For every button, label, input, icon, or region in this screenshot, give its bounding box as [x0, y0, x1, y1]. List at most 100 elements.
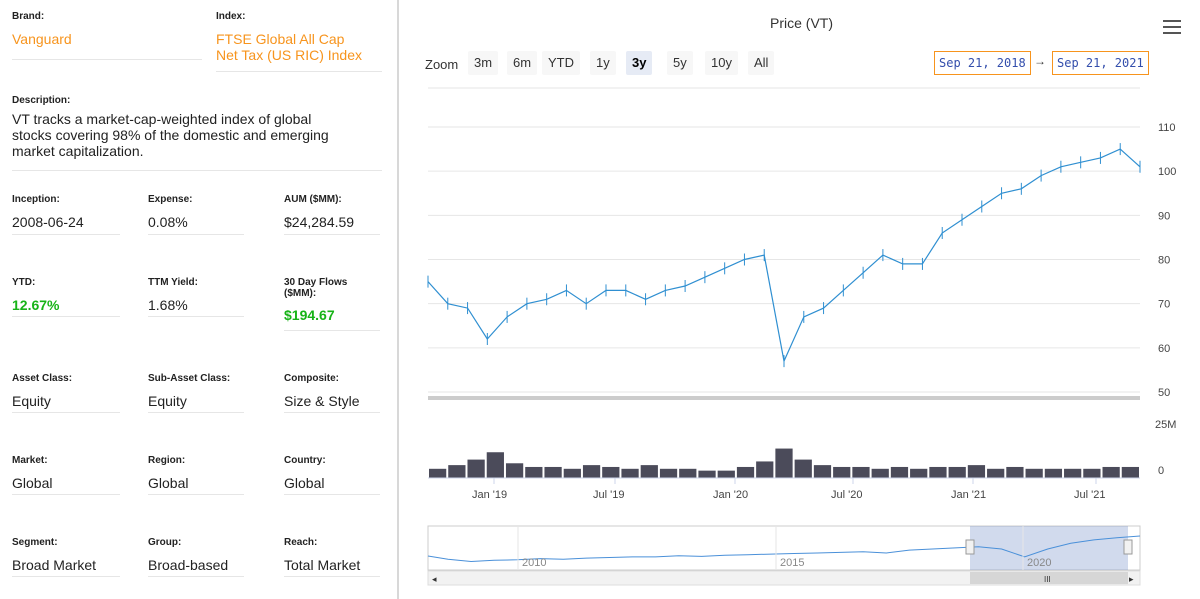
zoom-button-1y[interactable]: 1y	[590, 51, 616, 75]
zoom-button-3m[interactable]: 3m	[468, 51, 499, 75]
y-tick-label: 70	[1158, 299, 1170, 311]
market-field: Market: Global	[12, 455, 52, 491]
volume-bar	[1083, 468, 1101, 478]
scroll-left-icon: ◂	[432, 574, 437, 584]
chart-title: Price (VT)	[770, 15, 833, 31]
volume-bar	[736, 466, 755, 478]
aum-label: AUM ($MM):	[284, 194, 342, 205]
volume-bar	[871, 468, 889, 478]
y-tick-label: 50	[1158, 387, 1170, 399]
x-tick-label: Jan '19	[472, 489, 507, 501]
x-tick-label: Jul '20	[831, 489, 862, 501]
x-tick-label: Jul '19	[593, 489, 624, 501]
from-date-input[interactable]: Sep 21, 2018	[934, 51, 1031, 75]
volume-bar	[429, 468, 447, 478]
description-field: Description: VT tracks a market-cap-weig…	[12, 95, 329, 159]
reach-field: Reach: Total Market	[284, 537, 360, 573]
composite-value: Size & Style	[284, 393, 360, 409]
region-value: Global	[148, 475, 189, 491]
zoom-button-3y[interactable]: 3y	[626, 51, 653, 75]
divider	[148, 412, 244, 413]
navigator-scrollbar-track	[427, 570, 1141, 586]
divider	[12, 494, 120, 495]
ttm-label: TTM Yield:	[148, 277, 198, 288]
volume-bar	[929, 466, 947, 478]
description-line-1: VT tracks a market-cap-weighted index of…	[12, 111, 312, 127]
country-value: Global	[284, 475, 325, 491]
y-tick-label: 80	[1158, 255, 1170, 267]
country-label: Country:	[284, 455, 326, 466]
fund-info-panel: Brand: Vanguard Index: FTSE Global All C…	[0, 0, 390, 599]
sub-asset-class-field: Sub-Asset Class: Equity	[148, 373, 230, 409]
hamburger-icon[interactable]	[1163, 20, 1181, 34]
pane-separator	[428, 396, 1140, 400]
index-field: Index: FTSE Global All Cap Net Tax (US R…	[216, 11, 362, 63]
segment-value: Broad Market	[12, 557, 97, 573]
flows-label-line-1: 30 Day Flows	[284, 277, 348, 288]
divider	[12, 170, 382, 171]
expense-value: 0.08%	[148, 214, 188, 230]
divider	[148, 234, 244, 235]
y-tick-label: 90	[1158, 210, 1170, 222]
volume-bar	[717, 470, 735, 478]
index-label: Index:	[216, 11, 246, 22]
scroll-right-icon: ▸	[1129, 574, 1134, 584]
divider	[284, 576, 380, 577]
flows-value: $194.67	[284, 307, 335, 323]
index-value[interactable]: FTSE Global All Cap Net Tax (US RIC) Ind…	[216, 31, 362, 63]
description-label: Description:	[12, 95, 71, 106]
description-line-3: market capitalization.	[12, 143, 144, 159]
scrollbar-grip-icon: III	[1044, 575, 1051, 584]
volume-bar	[679, 468, 697, 478]
volume-bar	[467, 459, 485, 478]
divider	[148, 494, 244, 495]
zoom-button-all[interactable]: All	[748, 51, 775, 75]
composite-label: Composite:	[284, 373, 339, 384]
zoom-button-5y[interactable]: 5y	[667, 51, 693, 75]
navigator-scrollbar-thumb	[970, 572, 1128, 584]
divider	[12, 59, 202, 60]
volume-bar	[563, 468, 581, 478]
divider	[284, 234, 380, 235]
navigator-label: 2010	[522, 557, 546, 569]
navigator-frame	[427, 525, 1141, 571]
volume-bar	[448, 465, 466, 478]
volume-bar	[987, 468, 1005, 478]
price-series-line	[427, 148, 1141, 364]
volume-bar	[525, 466, 543, 478]
volume-bar	[1044, 468, 1063, 478]
asset-class-label: Asset Class:	[12, 373, 73, 384]
volume-bar	[833, 466, 851, 478]
zoom-button-6m[interactable]: 6m	[507, 51, 538, 75]
volume-bar	[910, 468, 928, 478]
ytd-field: YTD: 12.67%	[12, 277, 59, 313]
inception-field: Inception: 2008-06-24	[12, 194, 84, 230]
brand-value[interactable]: Vanguard	[12, 31, 72, 47]
x-tick-label: Jul '21	[1074, 489, 1105, 501]
volume-bar	[1064, 468, 1082, 478]
divider	[12, 576, 120, 577]
market-label: Market:	[12, 455, 48, 466]
volume-bar	[640, 465, 658, 478]
market-value: Global	[12, 475, 53, 491]
region-field: Region: Global	[148, 455, 188, 491]
divider	[12, 316, 120, 317]
volume-bar	[967, 465, 986, 478]
zoom-button-10y[interactable]: 10y	[705, 51, 738, 75]
volume-bar	[1102, 466, 1120, 478]
expense-label: Expense:	[148, 194, 193, 205]
volume-bar	[948, 466, 966, 478]
divider	[284, 412, 380, 413]
divider	[12, 234, 120, 235]
index-value-line-1: FTSE Global All Cap	[216, 31, 345, 47]
aum-field: AUM ($MM): $24,284.59	[284, 194, 354, 230]
zoom-button-ytd[interactable]: YTD	[542, 51, 580, 75]
region-label: Region:	[148, 455, 186, 466]
x-tick-label: Jan '21	[951, 489, 986, 501]
divider	[148, 576, 244, 577]
to-date-input[interactable]: Sep 21, 2021	[1052, 51, 1149, 75]
volume-bar	[1121, 466, 1139, 478]
volume-bar	[813, 465, 832, 478]
volume-bar	[852, 466, 870, 478]
